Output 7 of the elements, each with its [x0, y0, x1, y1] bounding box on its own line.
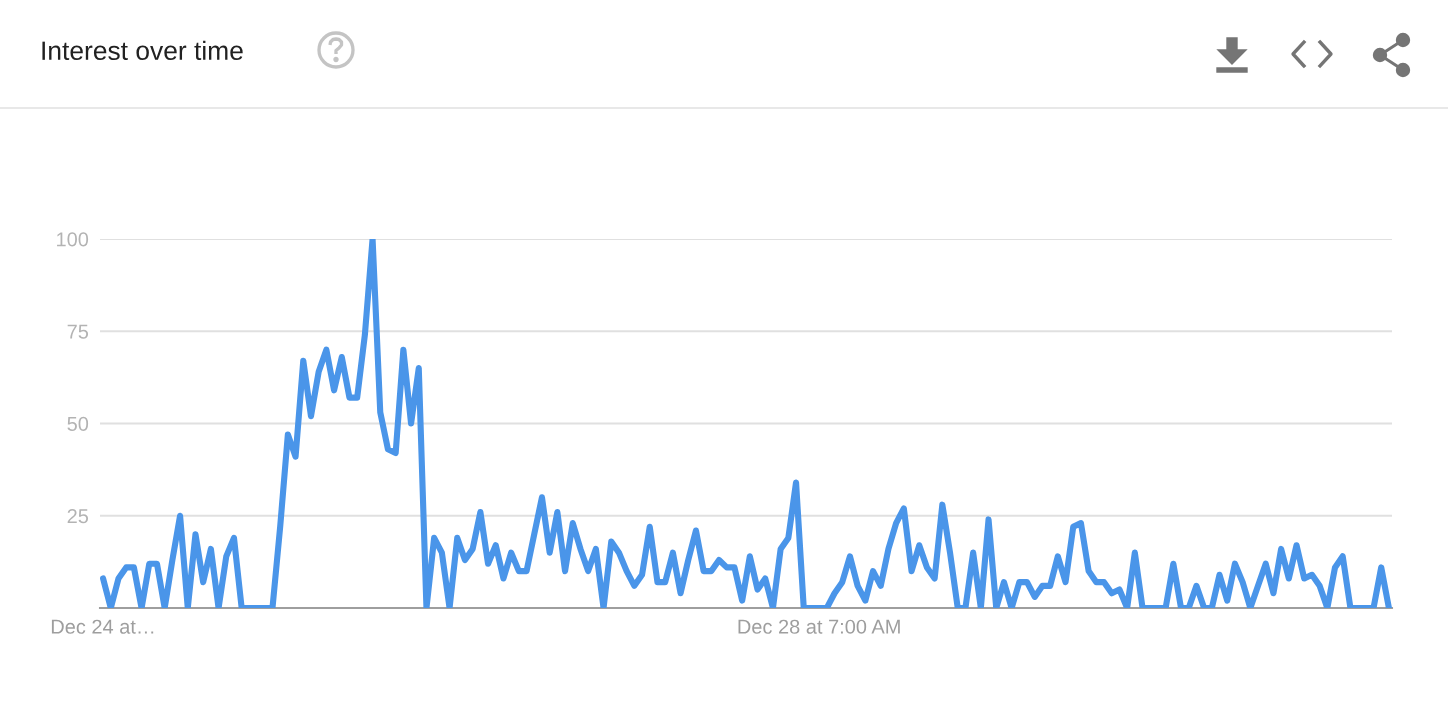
y-tick-label: 100 — [57, 232, 89, 247]
chart-title: Interest over time — [42, 40, 243, 61]
x-tick-label: Dec 24 at… — [51, 619, 154, 634]
y-tick-label: 50 — [67, 416, 89, 431]
y-tick-label: 25 — [67, 509, 89, 524]
y-tick-label: 75 — [67, 324, 89, 339]
x-tick-label: Dec 28 at 7:00 AM — [738, 619, 900, 634]
